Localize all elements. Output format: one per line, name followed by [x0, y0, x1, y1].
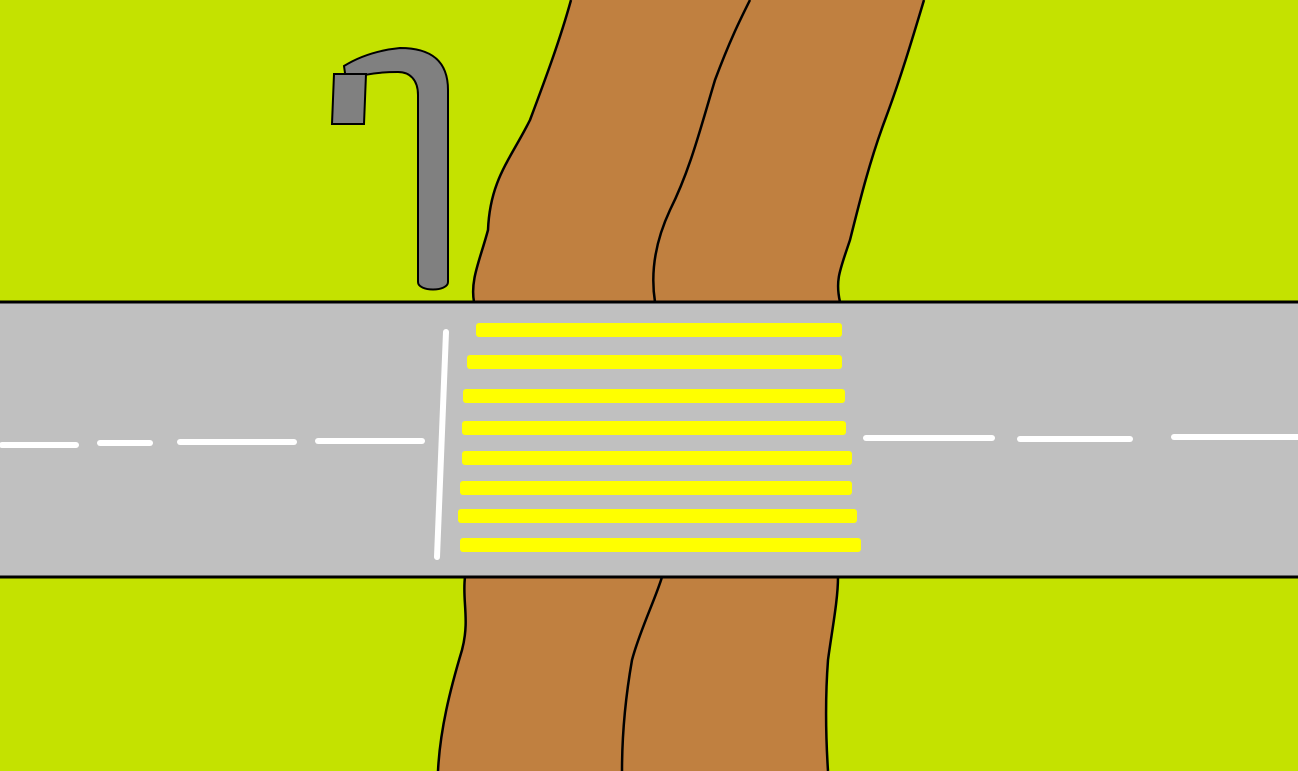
dirt-path-lower-right-edge	[824, 576, 840, 771]
street-lamp	[330, 46, 449, 291]
dirt-path-lower-right	[622, 577, 838, 771]
street-lamp-pole	[342, 46, 449, 291]
crosswalk	[458, 323, 861, 552]
crosswalk-stripe	[460, 538, 861, 552]
dirt-path-upper	[471, 0, 926, 303]
street-lamp-head	[330, 73, 368, 125]
dirt-path-lower-crease	[620, 576, 664, 771]
dirt-path-lower-left	[438, 577, 662, 771]
stop-line	[434, 329, 449, 560]
crosswalk-stripe	[462, 451, 852, 465]
dirt-path-lower-left-edge	[436, 576, 467, 771]
dirt-path-lower	[436, 576, 840, 771]
lane-markings-right	[863, 434, 1298, 442]
crosswalk-stripe	[467, 355, 842, 369]
crosswalk-stripe	[462, 421, 846, 435]
lane-markings-left	[0, 438, 425, 448]
dirt-path-upper-right	[653, 0, 924, 302]
crosswalk-stripe	[458, 509, 857, 523]
dirt-path-upper-left-edge	[471, 0, 573, 303]
dirt-path-upper-right-edge	[836, 0, 926, 303]
dirt-path-upper-crease	[652, 0, 752, 303]
crosswalk-stripe	[463, 389, 845, 403]
dirt-path-upper-left	[473, 0, 750, 302]
crosswalk-stripe	[460, 481, 852, 495]
crosswalk-stripe	[476, 323, 842, 337]
